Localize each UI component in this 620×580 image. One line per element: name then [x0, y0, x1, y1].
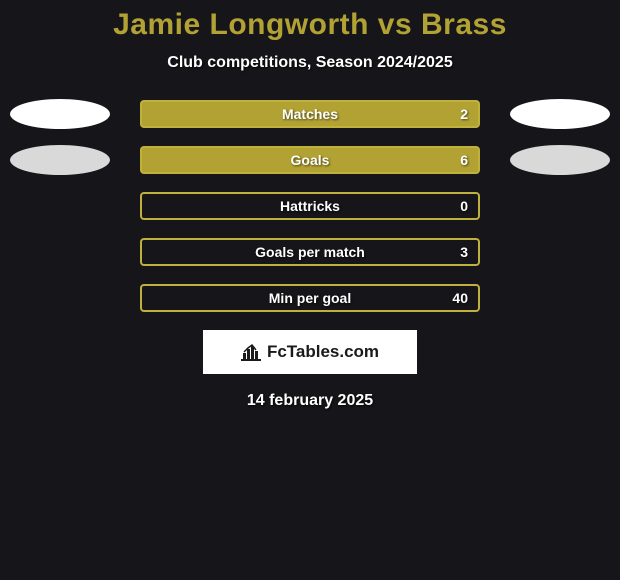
right-ellipse	[510, 145, 610, 175]
page-subtitle: Club competitions, Season 2024/2025	[0, 54, 620, 72]
bar-chart-icon	[241, 343, 261, 361]
stat-rows: Matches 2 Goals 6 Hattricks 0 Goals per match 3…	[0, 100, 620, 312]
page-title: Jamie Longworth vs Brass	[0, 8, 620, 42]
right-ellipse	[510, 99, 610, 129]
footer-logo: FcTables.com	[203, 330, 417, 374]
stat-value: 6	[460, 152, 468, 168]
stat-row: Min per goal 40	[0, 284, 620, 312]
stat-label: Matches	[282, 106, 338, 122]
footer-logo-text: FcTables.com	[267, 342, 379, 362]
footer-date: 14 february 2025	[0, 392, 620, 410]
stat-bar: Min per goal 40	[140, 284, 480, 312]
stat-row: Goals 6	[0, 146, 620, 174]
left-ellipse	[10, 99, 110, 129]
stat-value: 3	[460, 244, 468, 260]
stat-bar: Matches 2	[140, 100, 480, 128]
stat-bar: Goals 6	[140, 146, 480, 174]
stat-row: Goals per match 3	[0, 238, 620, 266]
stat-value: 2	[460, 106, 468, 122]
stat-label: Goals per match	[255, 244, 365, 260]
stat-label: Min per goal	[269, 290, 351, 306]
left-ellipse	[10, 145, 110, 175]
stat-value: 40	[452, 290, 468, 306]
stat-label: Hattricks	[280, 198, 340, 214]
stat-row: Matches 2	[0, 100, 620, 128]
stat-value: 0	[460, 198, 468, 214]
stat-label: Goals	[291, 152, 330, 168]
stat-bar: Goals per match 3	[140, 238, 480, 266]
stat-row: Hattricks 0	[0, 192, 620, 220]
stat-bar: Hattricks 0	[140, 192, 480, 220]
